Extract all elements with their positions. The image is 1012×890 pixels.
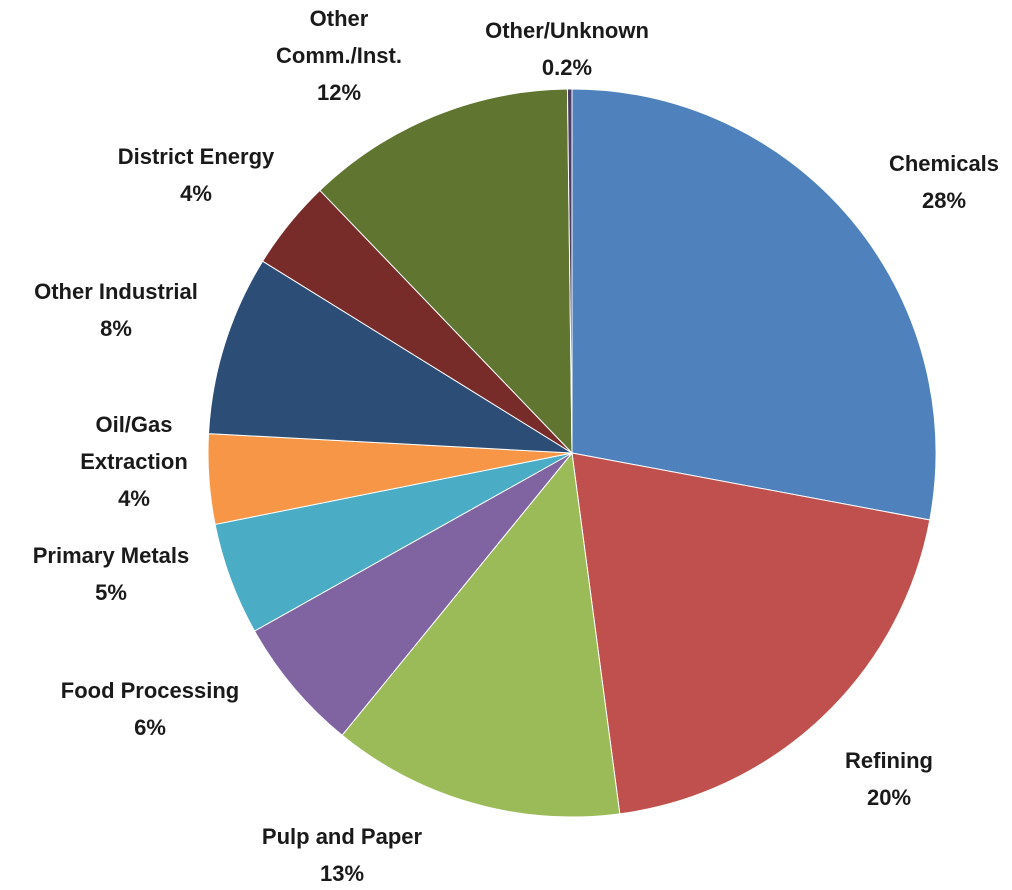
- slice-category-label: Food Processing: [61, 678, 239, 703]
- slice-category-label: Chemicals: [889, 151, 999, 176]
- labels-layer: Chemicals 28% Refining 20% Pulp and Paper 13%…: [33, 6, 999, 886]
- slice-other-industrial: [207, 260, 573, 454]
- slice-category-label: Comm./Inst.: [276, 43, 402, 68]
- slice-label-pulp-and-paper: Pulp and Paper 13%: [262, 824, 423, 886]
- slice-value-label: 12%: [317, 80, 361, 105]
- slice-label-refining: Refining 20%: [845, 748, 933, 810]
- slice-category-label: Pulp and Paper: [262, 824, 423, 849]
- slice-label-food-processing: Food Processing 6%: [61, 678, 239, 740]
- slice-label-primary-metals: Primary Metals 5%: [33, 543, 190, 605]
- slice-value-label: 4%: [118, 486, 150, 511]
- slice-label-oil-gas-extraction: Oil/Gas Extraction 4%: [80, 412, 188, 511]
- slice-category-label: District Energy: [118, 144, 275, 169]
- slice-label-other-unknown: Other/Unknown 0.2%: [485, 18, 649, 80]
- slice-value-label: 5%: [95, 580, 127, 605]
- slice-refining: [571, 452, 931, 815]
- slice-category-label: Oil/Gas: [95, 412, 172, 437]
- slice-label-other-industrial: Other Industrial 8%: [34, 279, 198, 341]
- slice-value-label: 4%: [180, 181, 212, 206]
- slice-value-label: 13%: [320, 861, 364, 885]
- slice-food-processing: [253, 452, 573, 736]
- slice-category-label: Other/Unknown: [485, 18, 649, 43]
- slice-value-label: 8%: [100, 316, 132, 341]
- slice-other-comm-inst: [319, 88, 573, 455]
- slice-label-chemicals: Chemicals 28%: [889, 151, 999, 213]
- slice-category-label: Primary Metals: [33, 543, 190, 568]
- slice-value-label: 28%: [922, 188, 966, 213]
- slices-layer: [207, 88, 937, 818]
- slice-pulp-and-paper: [341, 451, 621, 818]
- slice-category-label: Other Industrial: [34, 279, 198, 304]
- slice-category-label: Refining: [845, 748, 933, 773]
- slice-label-other-comm-inst: Other Comm./Inst. 12%: [276, 6, 402, 105]
- slice-label-district-energy: District Energy 4%: [118, 144, 275, 206]
- slice-value-label: 20%: [867, 785, 911, 810]
- slice-category-label: Other: [310, 6, 369, 31]
- slice-chemicals: [571, 88, 937, 521]
- slice-other-unknown: [566, 88, 573, 454]
- slice-category-label: Extraction: [80, 449, 188, 474]
- slice-value-label: 6%: [134, 715, 166, 740]
- slice-value-label: 0.2%: [542, 55, 592, 80]
